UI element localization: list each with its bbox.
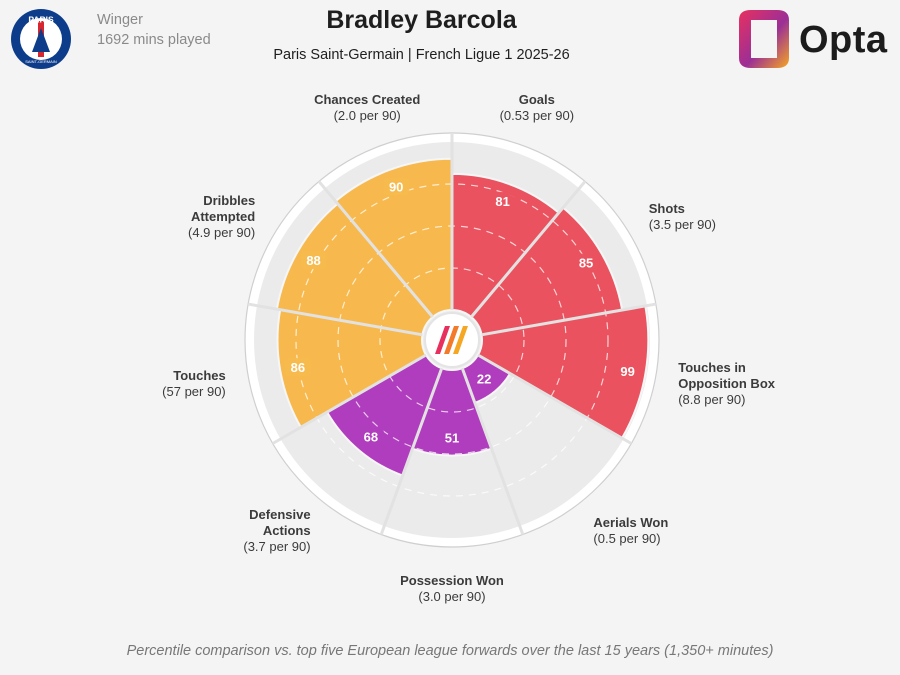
value-label: 81 <box>495 194 509 209</box>
category-label: Possession Won <box>400 573 504 588</box>
category-label: Shots <box>649 201 685 216</box>
value-label: 90 <box>389 180 403 195</box>
category-label: Opposition Box <box>678 376 776 391</box>
pizza-slice <box>334 157 453 319</box>
category-label: Chances Created <box>314 92 420 107</box>
category-sublabel: (3.0 per 90) <box>418 589 485 604</box>
pizza-slice <box>275 202 435 336</box>
slice-divider <box>379 367 444 536</box>
slice-divider <box>470 180 587 318</box>
category-sublabel: (2.0 per 90) <box>334 108 401 123</box>
category-label: Defensive <box>249 507 310 522</box>
value-label-bg <box>489 191 516 210</box>
value-label-bg <box>357 427 384 446</box>
chart-title: Bradley Barcola <box>326 6 517 34</box>
pizza-slice <box>451 172 561 319</box>
brand-logo: Opta <box>733 6 898 72</box>
value-label: 22 <box>477 371 491 386</box>
category-sublabel: (3.5 per 90) <box>649 217 716 232</box>
center-logo-icon <box>453 326 468 354</box>
value-label-bg <box>383 177 410 196</box>
center-logo-icon <box>444 326 459 354</box>
value-label: 99 <box>620 364 634 379</box>
value-label-bg <box>614 361 641 380</box>
player-minutes: 1692 mins played <box>97 32 211 48</box>
category-label: Attempted <box>191 209 255 224</box>
player-position: Winger <box>97 12 143 28</box>
category-sublabel: (8.8 per 90) <box>678 392 745 407</box>
center-logo-icon <box>435 326 450 354</box>
value-label-bg <box>573 253 600 272</box>
slice-divider <box>247 302 423 337</box>
slice-divider <box>460 367 525 536</box>
value-label: 88 <box>306 253 320 268</box>
value-label-bg <box>439 428 465 447</box>
brand-name: Opta <box>799 19 888 61</box>
value-label: 86 <box>291 360 305 375</box>
slice-divider <box>477 353 633 445</box>
category-label: Touches <box>173 368 226 383</box>
category-label: Actions <box>263 523 311 538</box>
pizza-slice <box>411 366 493 457</box>
category-label: Goals <box>519 92 555 107</box>
category-label: Aerials Won <box>593 515 668 530</box>
category-label: Dribbles <box>203 193 255 208</box>
player-meta: Winger 1692 mins played <box>97 10 211 50</box>
opta-mark-icon <box>739 10 789 68</box>
category-sublabel: (0.53 per 90) <box>500 108 574 123</box>
pizza-slice <box>276 308 428 429</box>
pizza-slice <box>476 304 650 440</box>
slice-divider <box>481 302 657 337</box>
category-sublabel: (3.7 per 90) <box>243 539 310 554</box>
category-sublabel: (0.5 per 90) <box>593 531 660 546</box>
slice-divider <box>271 353 427 445</box>
club-logo: PARIS SAINT-GERMAIN <box>11 9 71 69</box>
category-sublabel: (57 per 90) <box>162 384 226 399</box>
club-logo-tower-icon <box>32 28 50 52</box>
value-label-bg <box>300 251 327 270</box>
value-label: 51 <box>445 431 459 446</box>
club-logo-text-top: PARIS <box>28 15 54 25</box>
value-label-bg <box>284 358 311 377</box>
footnote: Percentile comparison vs. top five Europ… <box>126 643 774 659</box>
slice-divider <box>317 180 434 318</box>
value-label: 85 <box>579 256 593 271</box>
club-logo-text-bottom: SAINT-GERMAIN <box>25 59 57 64</box>
value-label-bg <box>471 369 498 388</box>
value-label: 68 <box>364 430 378 445</box>
category-sublabel: (4.9 per 90) <box>188 225 255 240</box>
chart-subtitle: Paris Saint-Germain | French Ligue 1 202… <box>273 47 570 63</box>
pizza-slice <box>469 206 624 336</box>
category-label: Touches in <box>678 360 746 375</box>
